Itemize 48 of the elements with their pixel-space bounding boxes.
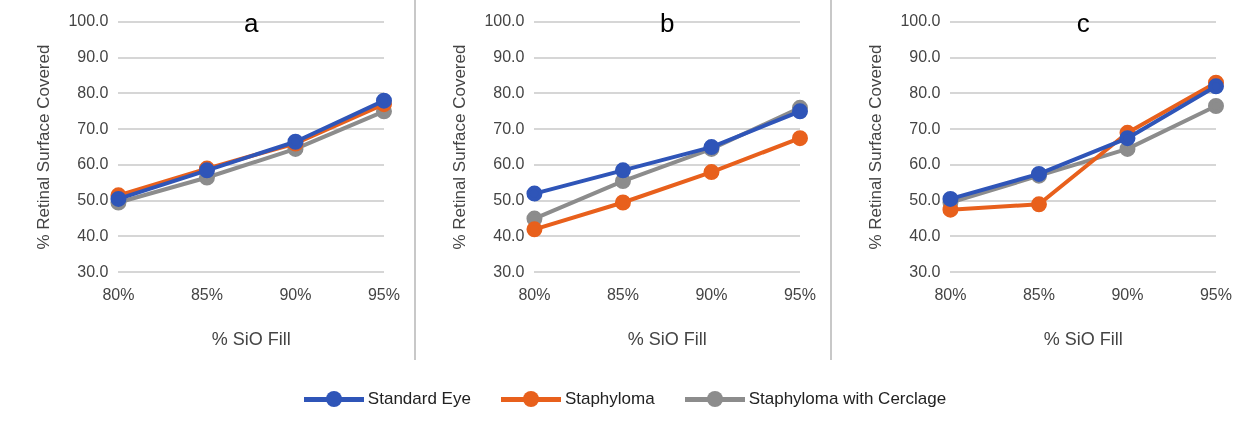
y-tick-label: 100.0 (484, 12, 525, 30)
y-axis-title: % Retinal Surface Covered (449, 44, 469, 250)
y-tick-label: 80.0 (909, 83, 941, 101)
y-tick-label: 30.0 (493, 262, 525, 280)
y-tick-label: 90.0 (493, 48, 525, 66)
x-tick-label: 95% (783, 286, 816, 304)
y-axis-title: % Retinal Surface Covered (33, 44, 53, 250)
y-tick-label: 100.0 (900, 12, 941, 30)
y-tick-label: 50.0 (493, 191, 525, 209)
chart-title: a (243, 8, 259, 39)
y-tick-label: 70.0 (909, 119, 941, 137)
y-tick-label: 30.0 (77, 262, 109, 280)
x-tick-label: 90% (695, 286, 728, 304)
chart-title: c (1076, 8, 1090, 39)
x-axis-title: % SiO Fill (211, 329, 291, 350)
chart-title: b (659, 8, 675, 39)
x-tick-label: 95% (1199, 286, 1232, 304)
legend-label: Staphyloma (564, 389, 655, 409)
x-tick-label: 85% (1022, 286, 1055, 304)
y-tick-label: 90.0 (909, 48, 941, 66)
x-tick-label: 85% (606, 286, 639, 304)
y-tick-label: 80.0 (493, 83, 525, 101)
y-tick-label: 30.0 (909, 262, 941, 280)
y-tick-label: 40.0 (909, 226, 941, 244)
y-tick-label: 60.0 (77, 155, 109, 173)
y-tick-label: 70.0 (493, 119, 525, 137)
y-tick-label: 100.0 (68, 12, 109, 30)
y-tick-label: 40.0 (77, 226, 109, 244)
y-tick-label: 50.0 (77, 191, 109, 209)
y-tick-label: 90.0 (77, 48, 109, 66)
y-tick-label: 70.0 (77, 119, 109, 137)
y-tick-label: 80.0 (77, 83, 109, 101)
x-tick-label: 80% (934, 286, 967, 304)
x-tick-label: 90% (1111, 286, 1144, 304)
x-tick-label: 80% (102, 286, 135, 304)
y-tick-label: 40.0 (493, 226, 525, 244)
legend-label: Standard Eye (367, 389, 471, 409)
y-tick-label: 50.0 (909, 191, 941, 209)
x-tick-label: 80% (518, 286, 551, 304)
y-tick-label: 60.0 (493, 155, 525, 173)
x-axis-title: % SiO Fill (627, 329, 707, 350)
legend-label: Staphyloma with Cerclage (748, 389, 947, 409)
y-tick-label: 60.0 (909, 155, 941, 173)
x-axis-title: % SiO Fill (1043, 329, 1123, 350)
x-tick-label: 90% (279, 286, 312, 304)
y-axis-title: % Retinal Surface Covered (865, 44, 885, 250)
x-tick-label: 85% (190, 286, 223, 304)
x-tick-label: 95% (367, 286, 400, 304)
